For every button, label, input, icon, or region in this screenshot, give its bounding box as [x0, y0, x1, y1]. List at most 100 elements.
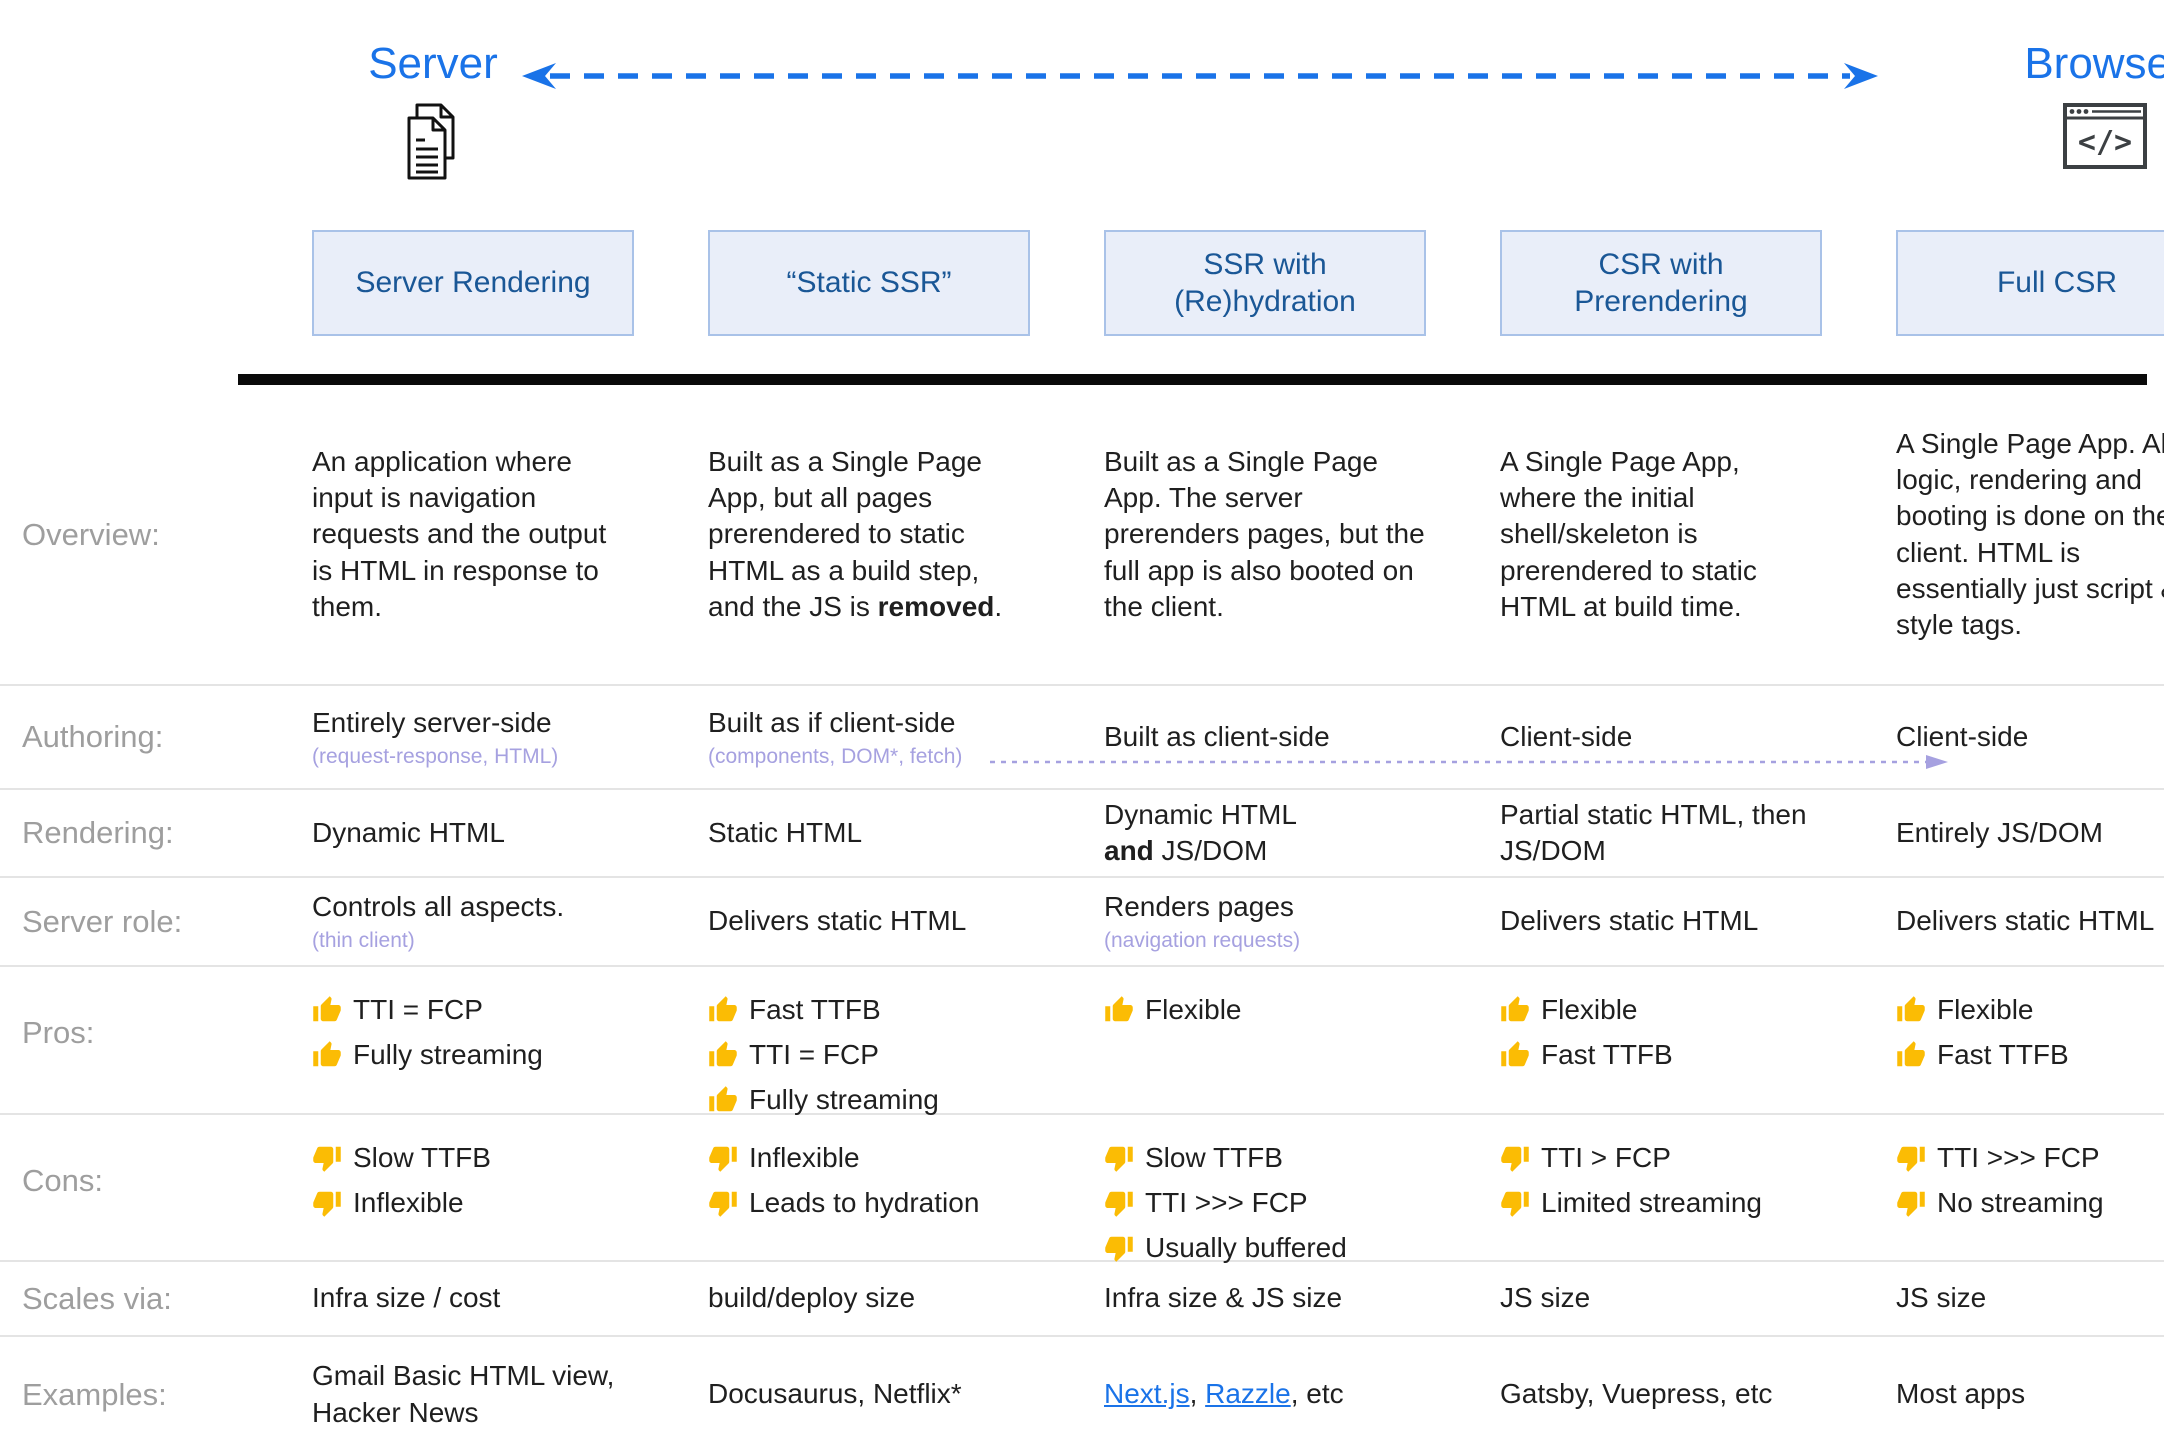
rendering-cell-1: Dynamic HTML: [312, 816, 505, 848]
thumbs-up-icon: [313, 996, 341, 1022]
pro-label: Flexible: [1145, 994, 1242, 1025]
pro-item: TTI = FCP: [312, 992, 634, 1028]
column-headers: Server Rendering “Static SSR” SSR with (…: [0, 230, 2164, 336]
browser-label: Browser: [2024, 39, 2164, 88]
con-label: Inflexible: [353, 1187, 464, 1219]
overview-cell-2: Built as a Single Page App, but all page…: [708, 446, 1003, 622]
thumbs-up-icon: [709, 1041, 737, 1067]
examples-cell-4: Gatsby, Vuepress, etc: [1500, 1378, 1773, 1410]
top-header: Server Browser: [0, 0, 2164, 230]
pro-label: Fully streaming: [353, 1039, 543, 1071]
pro-item: Fully streaming: [708, 1082, 1030, 1118]
examples-row: Examples: Gmail Basic HTML view, Hacker …: [0, 1335, 2164, 1452]
pro-item: Fast TTFB: [708, 992, 1030, 1028]
thumbs-down-icon: [1105, 1146, 1133, 1172]
overview-cell-3: Built as a Single Page App. The server p…: [1104, 446, 1425, 622]
thumbs-down-icon: [709, 1191, 737, 1217]
pro-item: Fast TTFB: [1896, 1037, 2164, 1073]
con-label: Limited streaming: [1541, 1187, 1762, 1219]
authoring-cell-3: Built as client-side: [1104, 720, 1330, 752]
con-item: Leads to hydration: [708, 1185, 1030, 1221]
con-item: TTI >>> FCP: [1896, 1140, 2164, 1176]
thumbs-down-icon: [1501, 1191, 1529, 1217]
rendering-cell-2: Static HTML: [708, 816, 863, 848]
svg-text:</>: </>: [2078, 125, 2132, 160]
authoring-cell-5: Client-side: [1896, 720, 2029, 752]
pro-item: Fast TTFB: [1500, 1037, 1822, 1073]
rendering-cell-5: Entirely JS/DOM: [1896, 816, 2103, 848]
scales-cell-2: build/deploy size: [708, 1282, 916, 1314]
cons-cell-3: Slow TTFB TTI >>> FCP Usually buffered: [1104, 1137, 1426, 1275]
examples-cell-2: Docusaurus, Netflix*: [708, 1378, 962, 1410]
thumbs-down-icon: [1501, 1146, 1529, 1172]
column-header-full-csr: Full CSR: [1896, 230, 2164, 336]
overview-cell-5: A Single Page App. All logic, rendering …: [1896, 428, 2164, 640]
authoring-cell-2: Built as if client-side (components, DOM…: [708, 705, 1030, 769]
con-item: Inflexible: [708, 1140, 1030, 1176]
thumbs-up-icon: [313, 1041, 341, 1067]
cons-row: Cons: Slow TTFB Inflexible Inflexible Le…: [0, 1113, 2164, 1263]
server-role-cell-1: Controls all aspects. (thin client): [312, 889, 634, 953]
pros-row: Pros: TTI = FCP Fully streaming Fast TTF…: [0, 965, 2164, 1115]
overview-row-label: Overview:: [22, 516, 160, 552]
con-item: Usually buffered: [1104, 1230, 1426, 1266]
cons-cell-5: TTI >>> FCP No streaming: [1896, 1137, 2164, 1230]
con-item: Inflexible: [312, 1185, 634, 1221]
overview-cell-1: An application where input is navigation…: [312, 446, 607, 622]
thumbs-down-icon: [313, 1191, 341, 1217]
server-role-row: Server role: Controls all aspects. (thin…: [0, 876, 2164, 965]
thumbs-up-icon: [1897, 996, 1925, 1022]
server-endpoint: Server: [272, 39, 594, 182]
overview-cell-4: A Single Page App, where the initial she…: [1500, 446, 1757, 622]
browser-code-icon: </>: [2062, 102, 2148, 170]
pro-label: Fast TTFB: [1541, 1039, 1673, 1071]
con-item: Slow TTFB: [1104, 1140, 1426, 1176]
con-item: Limited streaming: [1500, 1185, 1822, 1221]
pro-label: TTI = FCP: [749, 1039, 879, 1071]
server-role-note-1: (thin client): [312, 929, 415, 953]
con-label: Slow TTFB: [353, 1142, 491, 1173]
pro-item: Fully streaming: [312, 1037, 634, 1073]
cons-row-label: Cons:: [22, 1163, 103, 1198]
nextjs-link[interactable]: Next.js: [1104, 1378, 1190, 1410]
thumbs-up-icon: [1501, 1041, 1529, 1067]
pro-label: Fast TTFB: [749, 994, 881, 1025]
pro-item: TTI = FCP: [708, 1037, 1030, 1073]
server-role-cell-4: Delivers static HTML: [1500, 905, 1759, 937]
scales-row-label: Scales via:: [22, 1280, 172, 1316]
thumbs-down-icon: [709, 1146, 737, 1172]
examples-cell-1: Gmail Basic HTML view, Hacker News: [312, 1360, 615, 1428]
con-label: TTI >>> FCP: [1145, 1187, 1308, 1219]
examples-cell-5: Most apps: [1896, 1378, 2026, 1410]
pros-cell-1: TTI = FCP Fully streaming: [312, 989, 634, 1082]
pro-label: Flexible: [1541, 994, 1638, 1025]
server-role-note-3: (navigation requests): [1104, 929, 1301, 953]
client-side-trend-arrow: [990, 755, 1948, 769]
column-header-static-ssr: “Static SSR”: [708, 230, 1030, 336]
con-label: Slow TTFB: [1145, 1142, 1283, 1173]
con-label: TTI >>> FCP: [1937, 1142, 2100, 1173]
thumbs-down-icon: [1105, 1191, 1133, 1217]
authoring-row: Authoring: Entirely server-side (request…: [0, 684, 2164, 788]
documents-icon: [403, 102, 463, 182]
overview-row: Overview: An application where input is …: [0, 385, 2164, 684]
pro-item: Flexible: [1104, 992, 1426, 1028]
rendering-cell-3: Dynamic HTML and JS/DOM: [1104, 798, 1297, 866]
header-divider-bar: [238, 374, 2147, 385]
rendering-row: Rendering: Dynamic HTML Static HTML Dyna…: [0, 788, 2164, 876]
scales-cell-5: JS size: [1896, 1282, 1987, 1314]
scales-cell-4: JS size: [1500, 1282, 1591, 1314]
con-label: No streaming: [1937, 1187, 2104, 1219]
thumbs-up-icon: [709, 996, 737, 1022]
thumbs-down-icon: [313, 1146, 341, 1172]
server-role-cell-2: Delivers static HTML: [708, 905, 967, 937]
pros-cell-4: Flexible Fast TTFB: [1500, 989, 1822, 1082]
scales-cell-1: Infra size / cost: [312, 1282, 501, 1314]
razzle-link[interactable]: Razzle: [1205, 1378, 1291, 1410]
authoring-cell-4: Client-side: [1500, 720, 1633, 752]
examples-cell-3: Next.js, Razzle, etc: [1104, 1378, 1344, 1410]
con-item: TTI > FCP: [1500, 1140, 1822, 1176]
cons-cell-4: TTI > FCP Limited streaming: [1500, 1137, 1822, 1230]
cons-cell-2: Inflexible Leads to hydration: [708, 1137, 1030, 1230]
con-label: TTI > FCP: [1541, 1142, 1671, 1173]
